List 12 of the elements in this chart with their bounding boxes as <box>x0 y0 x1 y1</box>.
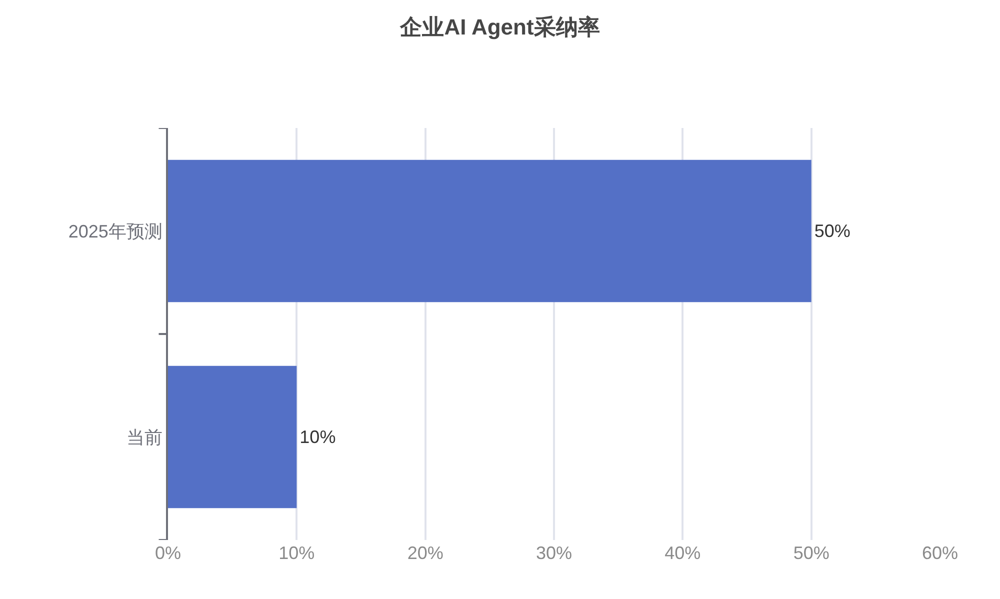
x-tick-label: 0% <box>154 543 182 563</box>
data-label: 50% <box>814 221 850 241</box>
x-tick-label: 10% <box>278 543 315 563</box>
x-tick-label: 30% <box>536 543 572 563</box>
x-tick-label: 40% <box>664 543 701 563</box>
x-tick-label: 20% <box>407 543 444 563</box>
data-label: 10% <box>300 427 336 447</box>
x-tick-label: 60% <box>922 543 958 563</box>
x-tick-label: 50% <box>793 543 830 563</box>
y-tick-label: 当前 <box>126 427 162 448</box>
y-tick-label: 2025年预测 <box>68 221 162 242</box>
chart-title: 企业AI Agent采纳率 <box>399 14 600 40</box>
